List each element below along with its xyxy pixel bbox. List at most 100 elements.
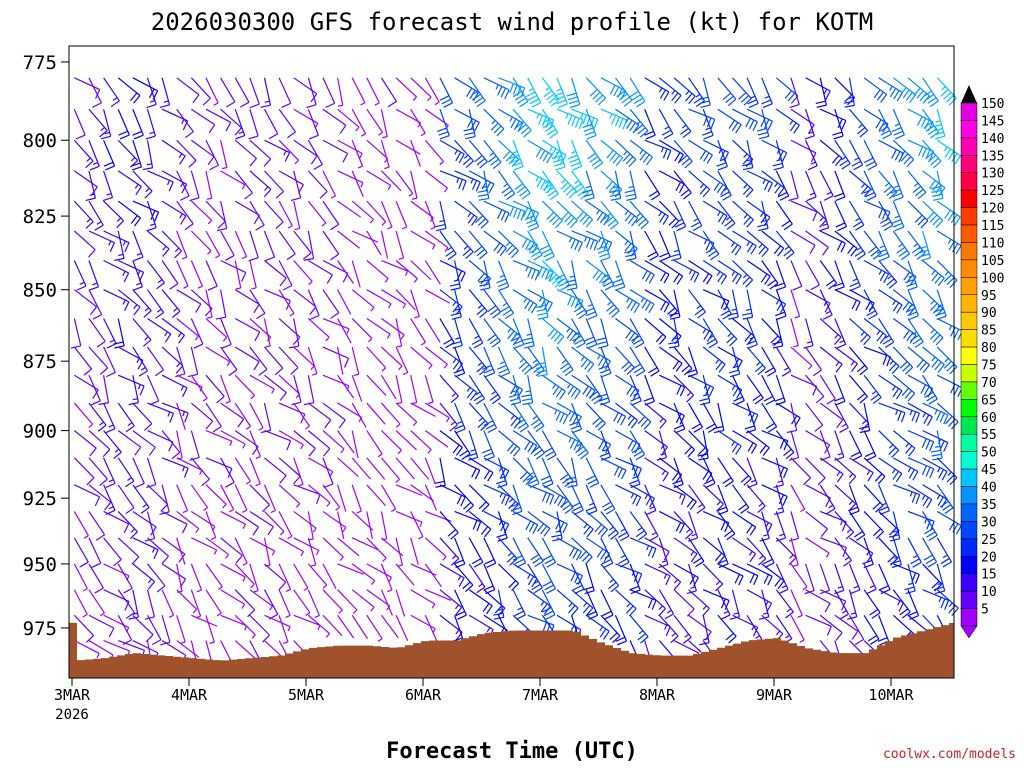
wind-barb [452, 358, 457, 364]
wind-barb [892, 170, 904, 198]
wind-barb [161, 260, 179, 284]
wind-barb [688, 77, 705, 102]
wind-barb [553, 92, 564, 97]
wind-barb [360, 182, 364, 188]
wind-barb [849, 108, 869, 131]
wind-barb [658, 336, 667, 345]
wind-barb [366, 374, 387, 396]
wind-barb [761, 374, 776, 401]
wind-barb [176, 563, 183, 592]
colorbar-label: 10 [981, 585, 997, 600]
wind-barb [587, 303, 593, 307]
wind-barb [147, 430, 174, 443]
wind-barb [88, 230, 115, 244]
wind-barb [695, 93, 701, 98]
wind-barb [907, 170, 927, 193]
wind-barb [89, 306, 98, 316]
wind-barb [464, 132, 475, 136]
wind-barb [625, 605, 634, 614]
wind-barb [614, 170, 622, 199]
wind-barb [615, 636, 626, 642]
wind-barb [931, 272, 939, 282]
wind-barb [181, 256, 188, 260]
wind-barb [129, 531, 138, 540]
wind-barb [863, 537, 874, 565]
wind-barb [465, 135, 476, 140]
wind-barb [513, 448, 521, 457]
wind-barb [512, 402, 530, 427]
wind-barb [861, 183, 866, 188]
wind-barb [73, 511, 89, 536]
wind-barb [317, 625, 321, 631]
wind-barb [439, 139, 465, 155]
colorbar-swatch [960, 242, 978, 261]
wind-barb [804, 135, 815, 140]
wind-barb [189, 456, 200, 461]
wind-barb [552, 386, 560, 396]
wind-barb [621, 469, 627, 480]
wind-barb [551, 154, 562, 160]
wind-barb [658, 605, 663, 610]
wind-barb [424, 615, 438, 642]
wind-barb [609, 189, 620, 193]
wind-barb [455, 337, 461, 340]
wind-barb [340, 448, 345, 454]
wind-barb [779, 533, 785, 537]
wind-barb [496, 278, 507, 284]
wind-barb [597, 341, 608, 345]
wind-barb [600, 430, 612, 458]
wind-barb [615, 346, 635, 369]
wind-barb [752, 627, 759, 637]
wind-barb [553, 333, 562, 343]
wind-barb [629, 430, 646, 455]
wind-barb [527, 302, 534, 312]
wind-barb [909, 276, 917, 286]
wind-barb [249, 374, 275, 390]
wind-barb [452, 344, 463, 349]
wind-barb [264, 511, 285, 532]
wind-barb [632, 338, 643, 345]
wind-barb [572, 549, 579, 559]
wind-barb [848, 484, 860, 512]
wind-barb [774, 397, 785, 402]
wind-barb [904, 278, 915, 284]
wind-barb [282, 284, 293, 291]
wind-barb [668, 217, 677, 226]
wind-barb [337, 200, 361, 218]
wind-barb [454, 589, 467, 616]
wind-barb [777, 507, 783, 510]
wind-barb [513, 207, 518, 218]
wind-barb [451, 316, 462, 320]
wind-barb [673, 200, 687, 227]
colorbar-swatch [960, 207, 978, 226]
wind-barb [894, 123, 900, 127]
wind-barb [863, 77, 887, 95]
wind-barb [300, 444, 304, 450]
wind-barb [851, 630, 859, 640]
wind-barb [888, 281, 898, 289]
wind-barb [337, 374, 355, 399]
wind-barb [659, 89, 666, 99]
wind-barb [474, 155, 483, 163]
wind-barb [571, 589, 594, 609]
wind-barb [688, 346, 699, 374]
wind-barb [728, 369, 739, 374]
wind-barb [618, 93, 628, 101]
wind-barb [439, 230, 457, 255]
wind-barb [775, 537, 786, 542]
wind-barb [132, 375, 140, 403]
wind-barb [339, 124, 347, 134]
wind-barb [820, 528, 828, 538]
wind-barb [673, 139, 693, 162]
wind-barb [540, 601, 545, 606]
wind-barb [410, 260, 432, 281]
wind-barb [549, 193, 559, 201]
wind-barb [73, 430, 97, 449]
wind-barb [554, 274, 565, 280]
wind-barb [498, 537, 518, 560]
wind-barb [633, 572, 639, 582]
wind-barb [696, 305, 701, 310]
wind-barb [702, 375, 711, 403]
wind-barb [658, 589, 675, 615]
wind-barb [694, 308, 704, 316]
